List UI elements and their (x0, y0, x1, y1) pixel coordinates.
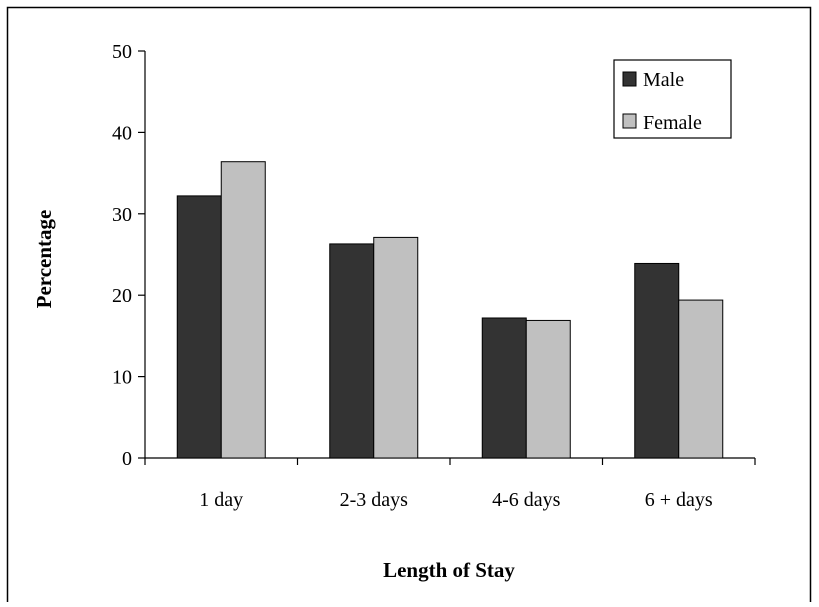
y-tick-label: 30 (112, 204, 132, 226)
y-tick-label: 0 (122, 448, 132, 470)
y-tick-label: 50 (112, 41, 132, 63)
bar-female-0 (220, 161, 266, 459)
legend-swatch-male (622, 71, 637, 87)
bar-female-1 (373, 236, 419, 459)
x-tick-label: 1 day (199, 489, 243, 511)
bar-male-3 (634, 262, 680, 459)
x-tick-label: 6 + days (645, 489, 713, 511)
x-axis-ticks (144, 458, 756, 465)
bar-female-3 (678, 299, 724, 459)
y-axis-ticks: 0 10 20 30 40 50 (112, 41, 145, 470)
y-tick-label: 20 (112, 285, 132, 307)
bars-group (176, 161, 724, 459)
legend-swatch-female (622, 113, 637, 129)
x-axis-title: Length of Stay (383, 558, 515, 582)
legend-label-female: Female (643, 112, 702, 134)
x-tick-label: 2-3 days (340, 489, 409, 511)
bar-male-0 (176, 195, 222, 459)
chart-border (6, 6, 812, 602)
bar-female-2 (525, 319, 571, 459)
x-tick-label: 4-6 days (492, 489, 561, 511)
y-axis-title: Percentage (32, 210, 56, 309)
legend-label-male: Male (643, 69, 684, 91)
y-tick-label: 10 (112, 367, 132, 389)
legend: Male Female (613, 59, 732, 139)
bar-male-1 (329, 243, 375, 459)
y-tick-label: 40 (112, 122, 132, 144)
bar-male-2 (481, 317, 527, 459)
x-tick-labels: 1 day 2-3 days 4-6 days 6 + days (199, 489, 713, 511)
